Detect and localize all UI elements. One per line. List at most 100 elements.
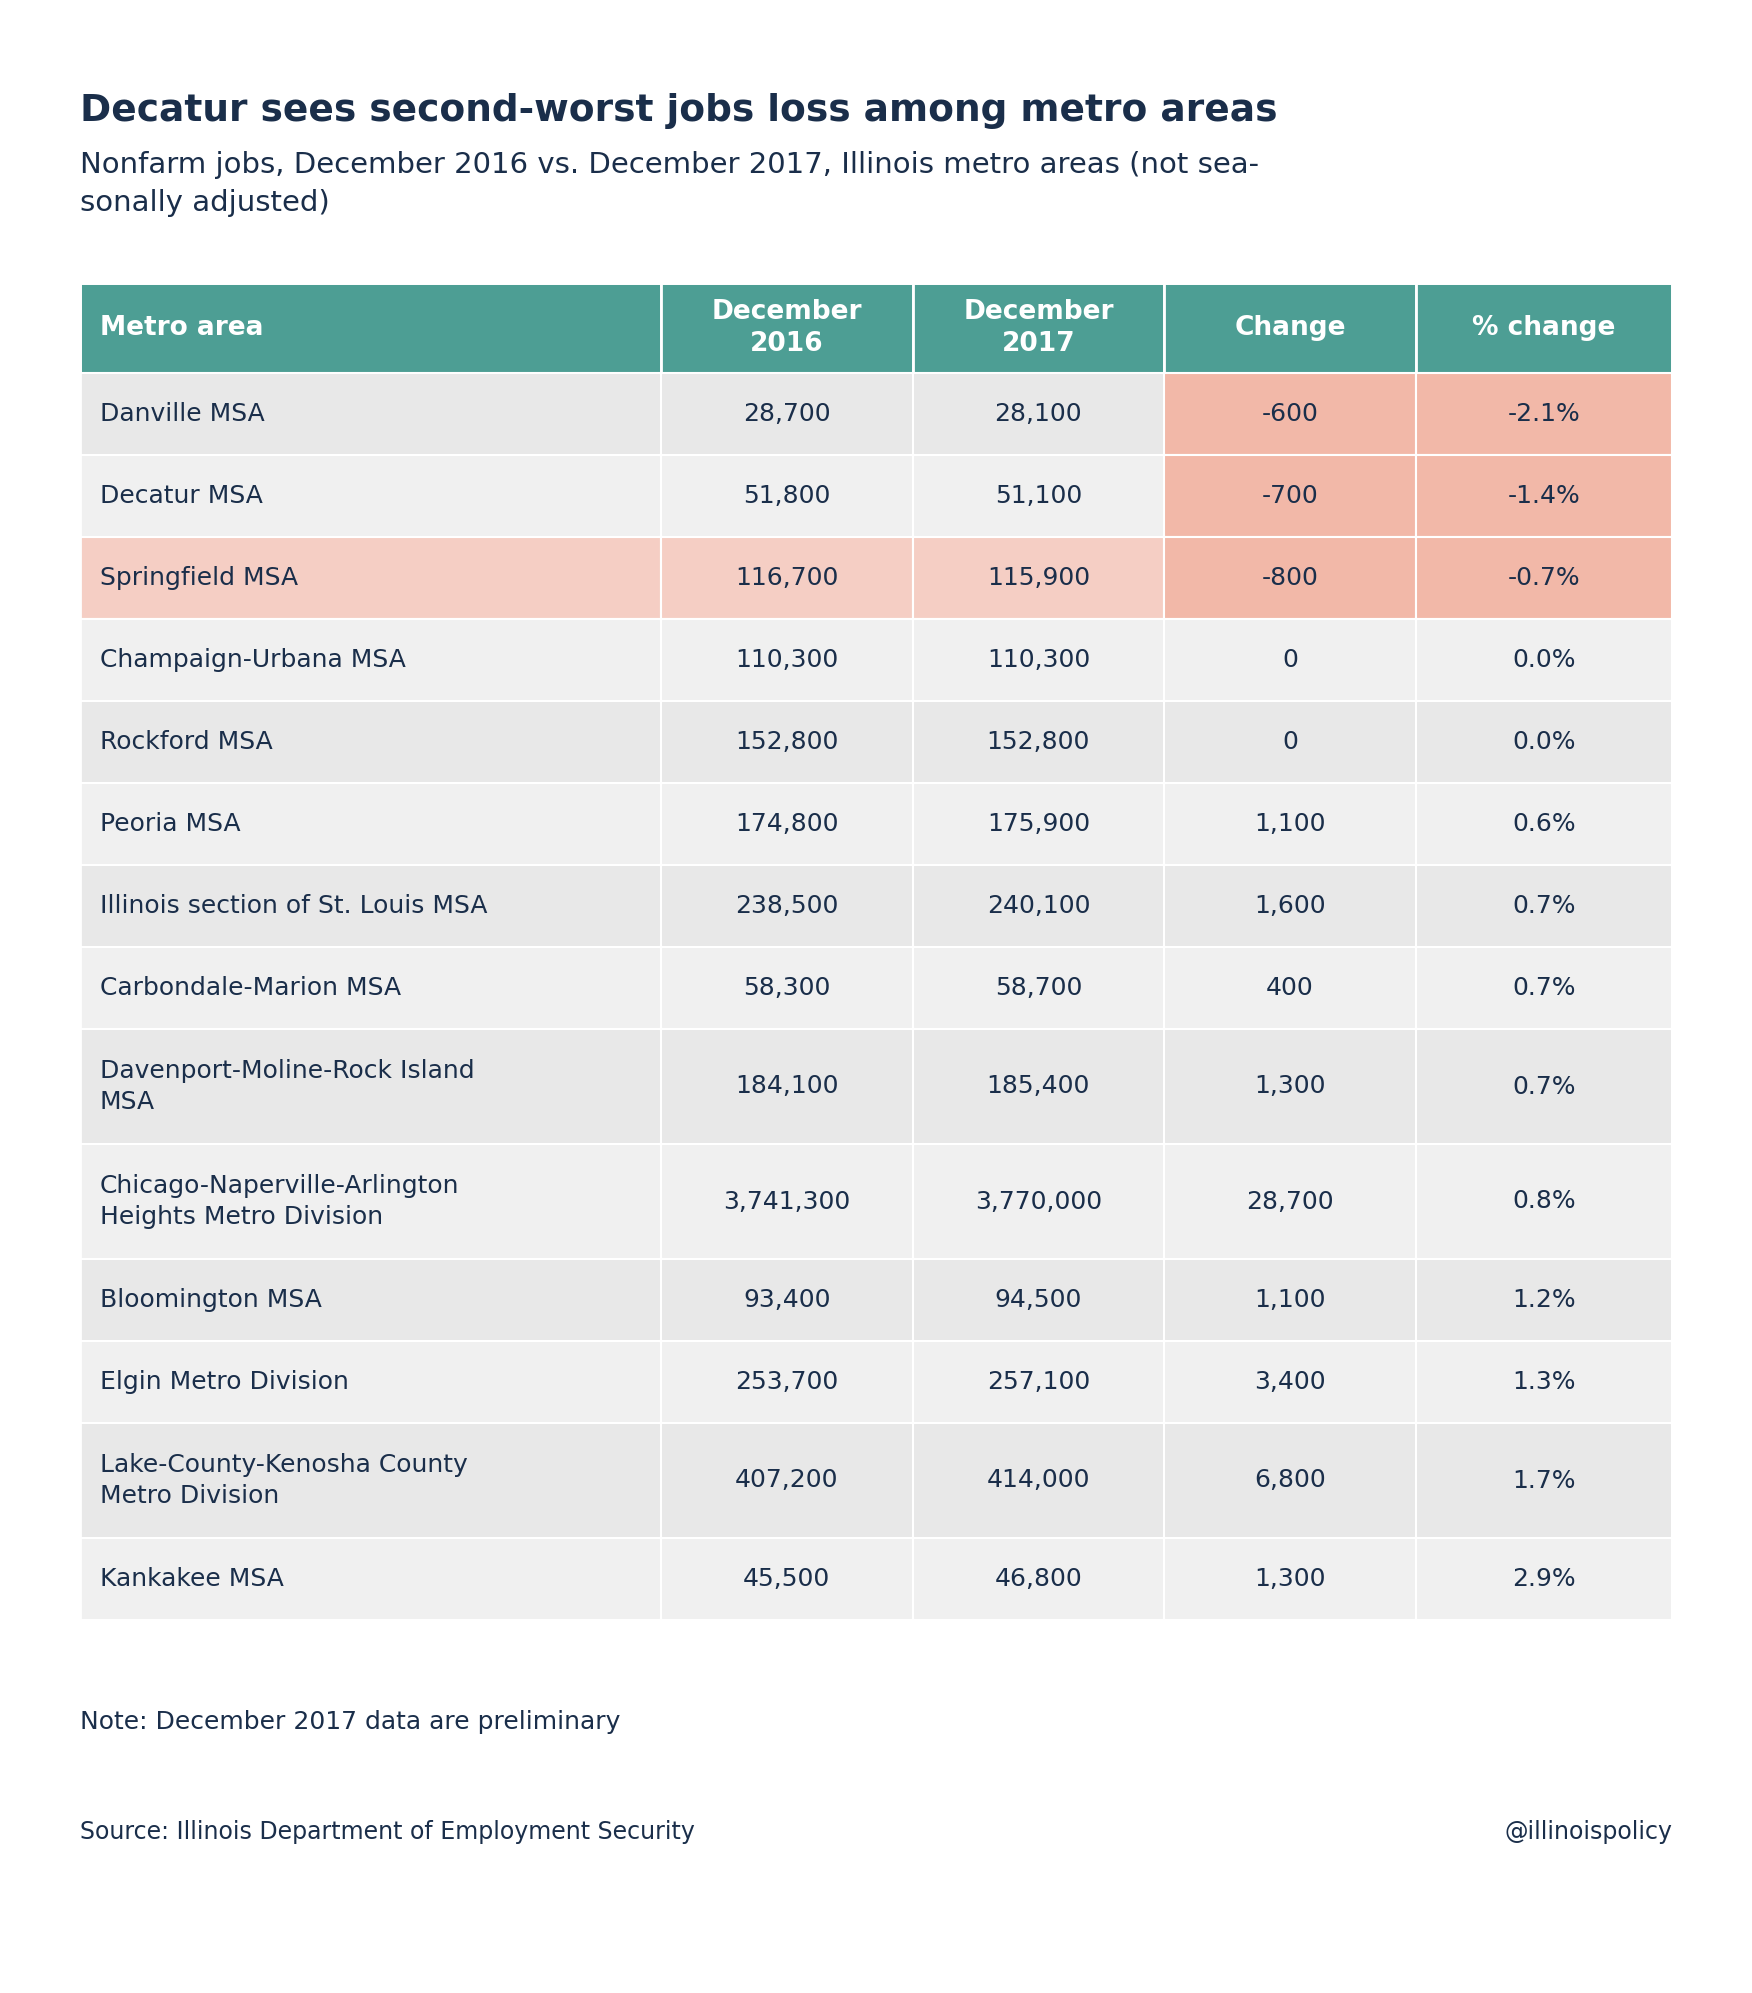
Bar: [1163, 702, 1416, 783]
Bar: [913, 865, 1163, 947]
Text: Lake-County-Kenosha County
Metro Division: Lake-County-Kenosha County Metro Divisio…: [100, 1453, 468, 1509]
Bar: [913, 1260, 1163, 1341]
Bar: [1163, 1144, 1416, 1260]
Bar: [81, 865, 661, 947]
Text: 0.0%: 0.0%: [1512, 729, 1575, 753]
Text: 94,500: 94,500: [995, 1287, 1083, 1311]
Text: -800: -800: [1261, 566, 1318, 590]
Text: 175,900: 175,900: [986, 811, 1090, 835]
Text: 51,800: 51,800: [743, 484, 830, 508]
Text: 414,000: 414,000: [986, 1469, 1090, 1493]
Bar: [913, 373, 1163, 454]
Bar: [81, 1423, 661, 1539]
Text: 238,500: 238,500: [736, 895, 839, 919]
Bar: [1416, 1028, 1671, 1144]
Bar: [1416, 783, 1671, 865]
Bar: [81, 947, 661, 1028]
Text: % change: % change: [1472, 315, 1615, 341]
Text: Decatur MSA: Decatur MSA: [100, 484, 263, 508]
Text: 0.7%: 0.7%: [1512, 977, 1575, 1000]
Text: 51,100: 51,100: [995, 484, 1083, 508]
Text: 2.9%: 2.9%: [1512, 1566, 1575, 1590]
Text: 58,700: 58,700: [995, 977, 1083, 1000]
Bar: [661, 1260, 913, 1341]
Bar: [1416, 454, 1671, 536]
Text: 28,700: 28,700: [1246, 1190, 1333, 1214]
Text: 185,400: 185,400: [986, 1074, 1090, 1098]
Bar: [661, 1341, 913, 1423]
Text: Decatur sees second-worst jobs loss among metro areas: Decatur sees second-worst jobs loss amon…: [81, 94, 1277, 130]
Text: 115,900: 115,900: [986, 566, 1090, 590]
Text: -2.1%: -2.1%: [1507, 403, 1580, 427]
Text: 1,600: 1,600: [1254, 895, 1326, 919]
Text: 1.3%: 1.3%: [1512, 1369, 1575, 1393]
Bar: [661, 783, 913, 865]
Text: -1.4%: -1.4%: [1507, 484, 1580, 508]
Text: 28,100: 28,100: [995, 403, 1083, 427]
Bar: [913, 454, 1163, 536]
Bar: [661, 1028, 913, 1144]
Bar: [1416, 865, 1671, 947]
Text: 0: 0: [1282, 729, 1298, 753]
Bar: [81, 283, 661, 373]
Text: Rockford MSA: Rockford MSA: [100, 729, 273, 753]
Text: Illinois section of St. Louis MSA: Illinois section of St. Louis MSA: [100, 895, 487, 919]
Bar: [81, 536, 661, 620]
Bar: [661, 702, 913, 783]
Text: 58,300: 58,300: [743, 977, 830, 1000]
Bar: [1163, 1028, 1416, 1144]
Text: 1.7%: 1.7%: [1512, 1469, 1575, 1493]
Bar: [1416, 373, 1671, 454]
Text: Elgin Metro Division: Elgin Metro Division: [100, 1369, 349, 1393]
Bar: [1163, 1539, 1416, 1620]
Text: 0.7%: 0.7%: [1512, 895, 1575, 919]
Text: 1,100: 1,100: [1254, 1287, 1326, 1311]
Text: Carbondale-Marion MSA: Carbondale-Marion MSA: [100, 977, 401, 1000]
Bar: [661, 620, 913, 702]
Text: 0.8%: 0.8%: [1512, 1190, 1575, 1214]
Text: Peoria MSA: Peoria MSA: [100, 811, 240, 835]
Bar: [81, 620, 661, 702]
Text: Change: Change: [1233, 315, 1346, 341]
Text: 1,300: 1,300: [1254, 1566, 1326, 1590]
Bar: [1163, 620, 1416, 702]
Bar: [661, 1539, 913, 1620]
Bar: [1416, 947, 1671, 1028]
Bar: [913, 536, 1163, 620]
Bar: [1163, 947, 1416, 1028]
Bar: [661, 1144, 913, 1260]
Text: Metro area: Metro area: [100, 315, 263, 341]
Bar: [661, 283, 913, 373]
Text: Nonfarm jobs, December 2016 vs. December 2017, Illinois metro areas (not sea-
so: Nonfarm jobs, December 2016 vs. December…: [81, 151, 1260, 217]
Bar: [1163, 283, 1416, 373]
Bar: [913, 283, 1163, 373]
Text: 0.0%: 0.0%: [1512, 648, 1575, 672]
Bar: [81, 1144, 661, 1260]
Bar: [1416, 1341, 1671, 1423]
Text: 116,700: 116,700: [736, 566, 839, 590]
Bar: [1416, 283, 1671, 373]
Bar: [81, 1539, 661, 1620]
Text: @illinoispolicy: @illinoispolicy: [1503, 1820, 1671, 1844]
Bar: [913, 702, 1163, 783]
Text: 240,100: 240,100: [986, 895, 1090, 919]
Text: 152,800: 152,800: [736, 729, 839, 753]
Text: 407,200: 407,200: [736, 1469, 839, 1493]
Bar: [661, 454, 913, 536]
Bar: [1416, 536, 1671, 620]
Bar: [913, 1028, 1163, 1144]
Text: December
2017: December 2017: [964, 299, 1114, 357]
Bar: [913, 947, 1163, 1028]
Bar: [1163, 454, 1416, 536]
Text: Springfield MSA: Springfield MSA: [100, 566, 298, 590]
Text: 45,500: 45,500: [743, 1566, 830, 1590]
Text: -700: -700: [1261, 484, 1318, 508]
Text: 253,700: 253,700: [736, 1369, 839, 1393]
Bar: [1163, 1260, 1416, 1341]
Text: 28,700: 28,700: [743, 403, 830, 427]
Text: 3,770,000: 3,770,000: [974, 1190, 1102, 1214]
Text: 257,100: 257,100: [986, 1369, 1090, 1393]
Bar: [81, 1341, 661, 1423]
Bar: [661, 865, 913, 947]
Text: 110,300: 110,300: [986, 648, 1090, 672]
